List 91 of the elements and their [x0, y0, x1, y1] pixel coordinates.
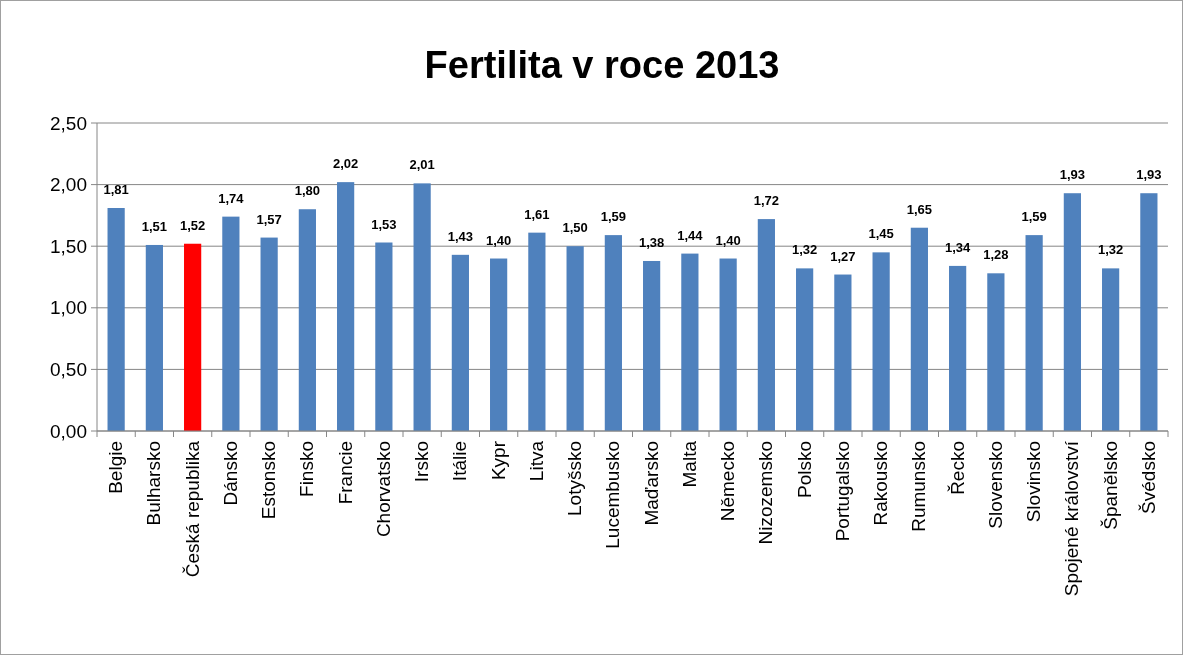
data-label: 2,01: [409, 157, 435, 173]
bar: [719, 258, 737, 431]
y-tick-label: 1,00: [50, 297, 87, 319]
x-tick-label: Estonsko: [258, 441, 280, 520]
bar: [1102, 268, 1120, 431]
y-tick-label: 0,00: [50, 420, 87, 442]
data-label: 1,59: [600, 209, 627, 225]
data-label: 1,45: [868, 226, 894, 242]
x-tick-label: Francie: [334, 441, 356, 505]
data-label: 1,27: [830, 248, 856, 264]
x-tick-label: Itálie: [449, 441, 471, 482]
x-tick-label: Dánsko: [219, 441, 241, 506]
bar: [872, 252, 890, 431]
x-tick-label: Malta: [678, 440, 700, 488]
x-tick-label: Nizozemsko: [755, 441, 777, 545]
data-label: 1,51: [141, 218, 168, 234]
x-tick-label: Portugalsko: [831, 441, 853, 542]
x-tick-label: Chorvatsko: [372, 441, 394, 538]
data-label: 2,02: [332, 156, 359, 172]
data-label: 1,80: [294, 183, 321, 199]
x-tick-label: Maďarsko: [640, 441, 662, 526]
bar: [796, 268, 814, 431]
data-label: 1,38: [638, 234, 665, 250]
y-tick-label: 2,00: [50, 174, 87, 196]
data-label: 1,52: [179, 217, 206, 233]
y-tick-label: 1,50: [50, 235, 87, 257]
data-label: 1,53: [371, 216, 397, 232]
x-tick-label: Spojené království: [1061, 440, 1083, 597]
data-label: 1,57: [256, 211, 282, 227]
x-tick-label: Finsko: [296, 441, 318, 497]
x-tick-label: Polsko: [793, 441, 815, 499]
bar: [757, 219, 775, 431]
x-tick-label: Španělsko: [1099, 441, 1121, 530]
data-label: 1,40: [715, 232, 741, 248]
x-tick-label: Slovinsko: [1023, 441, 1045, 523]
y-tick-label: 2,50: [50, 112, 87, 134]
bar: [987, 273, 1005, 431]
bar: [451, 254, 469, 431]
x-tick-label: Německo: [717, 441, 739, 522]
data-label: 1,40: [485, 232, 512, 248]
bar: [222, 216, 240, 431]
data-label: 1,32: [1097, 242, 1124, 258]
data-label: 1,43: [447, 228, 474, 244]
x-tick-label: Kypr: [487, 440, 509, 481]
x-tick-label: Lucembusko: [602, 441, 624, 549]
data-label: 1,59: [1021, 209, 1047, 225]
bar: [643, 260, 661, 431]
bar: [107, 208, 125, 431]
bar: [184, 243, 202, 431]
bar: [375, 242, 393, 431]
bar: [1025, 235, 1043, 431]
bar: [834, 274, 852, 431]
bar: [681, 253, 699, 431]
bar: [1063, 193, 1081, 431]
bar: [566, 246, 584, 431]
data-label: 1,32: [791, 242, 818, 258]
x-tick-label: Litva: [525, 440, 547, 482]
bar: [145, 244, 163, 431]
bar: [298, 209, 316, 431]
x-tick-label: Rumunsko: [908, 441, 930, 532]
x-tick-label: Švédsko: [1137, 441, 1159, 514]
bar: [910, 227, 928, 431]
bar: [949, 265, 967, 431]
data-label: 1,81: [103, 182, 129, 198]
data-label: 1,28: [983, 247, 1009, 263]
bar: [528, 232, 546, 431]
x-tick-label: Irsko: [411, 441, 433, 483]
x-tick-label: Slovensko: [984, 441, 1006, 529]
bar: [604, 235, 622, 431]
data-label: 1,72: [753, 193, 780, 209]
data-label: 1,65: [906, 201, 933, 217]
x-tick-label: Lotyšsko: [564, 441, 586, 516]
data-label: 1,93: [1059, 167, 1086, 183]
y-tick-label: 0,50: [50, 359, 87, 381]
bar: [1140, 193, 1158, 431]
chart-title: Fertilita v roce 2013: [424, 44, 780, 86]
x-tick-label: Řecko: [946, 441, 968, 495]
data-label: 1,34: [944, 239, 972, 255]
data-label: 1,44: [677, 227, 704, 243]
bar: [413, 183, 431, 431]
data-label: 1,93: [1136, 167, 1162, 183]
bar: [490, 258, 508, 431]
x-tick-label: Česká republika: [181, 440, 203, 578]
x-tick-label: Bulharsko: [143, 441, 165, 526]
x-tick-label: Rakousko: [870, 441, 892, 526]
data-label: 1,61: [524, 206, 550, 222]
data-label: 1,74: [218, 190, 245, 206]
bar: [337, 182, 355, 431]
bar: [260, 237, 278, 431]
data-label: 1,50: [562, 220, 588, 236]
x-tick-label: Belgie: [105, 441, 127, 494]
